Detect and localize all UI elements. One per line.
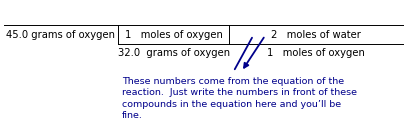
Text: reaction.  Just write the numbers in front of these: reaction. Just write the numbers in fron… [122,88,357,97]
Text: 1   moles of oxygen: 1 moles of oxygen [267,48,365,58]
Text: 45.0 grams of oxygen: 45.0 grams of oxygen [7,30,116,40]
Text: 32.0  grams of oxygen: 32.0 grams of oxygen [118,48,230,58]
Text: compounds in the equation here and you’ll be: compounds in the equation here and you’l… [122,100,341,109]
Text: These numbers come from the equation of the: These numbers come from the equation of … [122,77,344,86]
Text: 1   moles of oxygen: 1 moles of oxygen [125,30,223,40]
Text: 2   moles of water: 2 moles of water [271,30,361,40]
Text: fine.: fine. [122,111,142,120]
